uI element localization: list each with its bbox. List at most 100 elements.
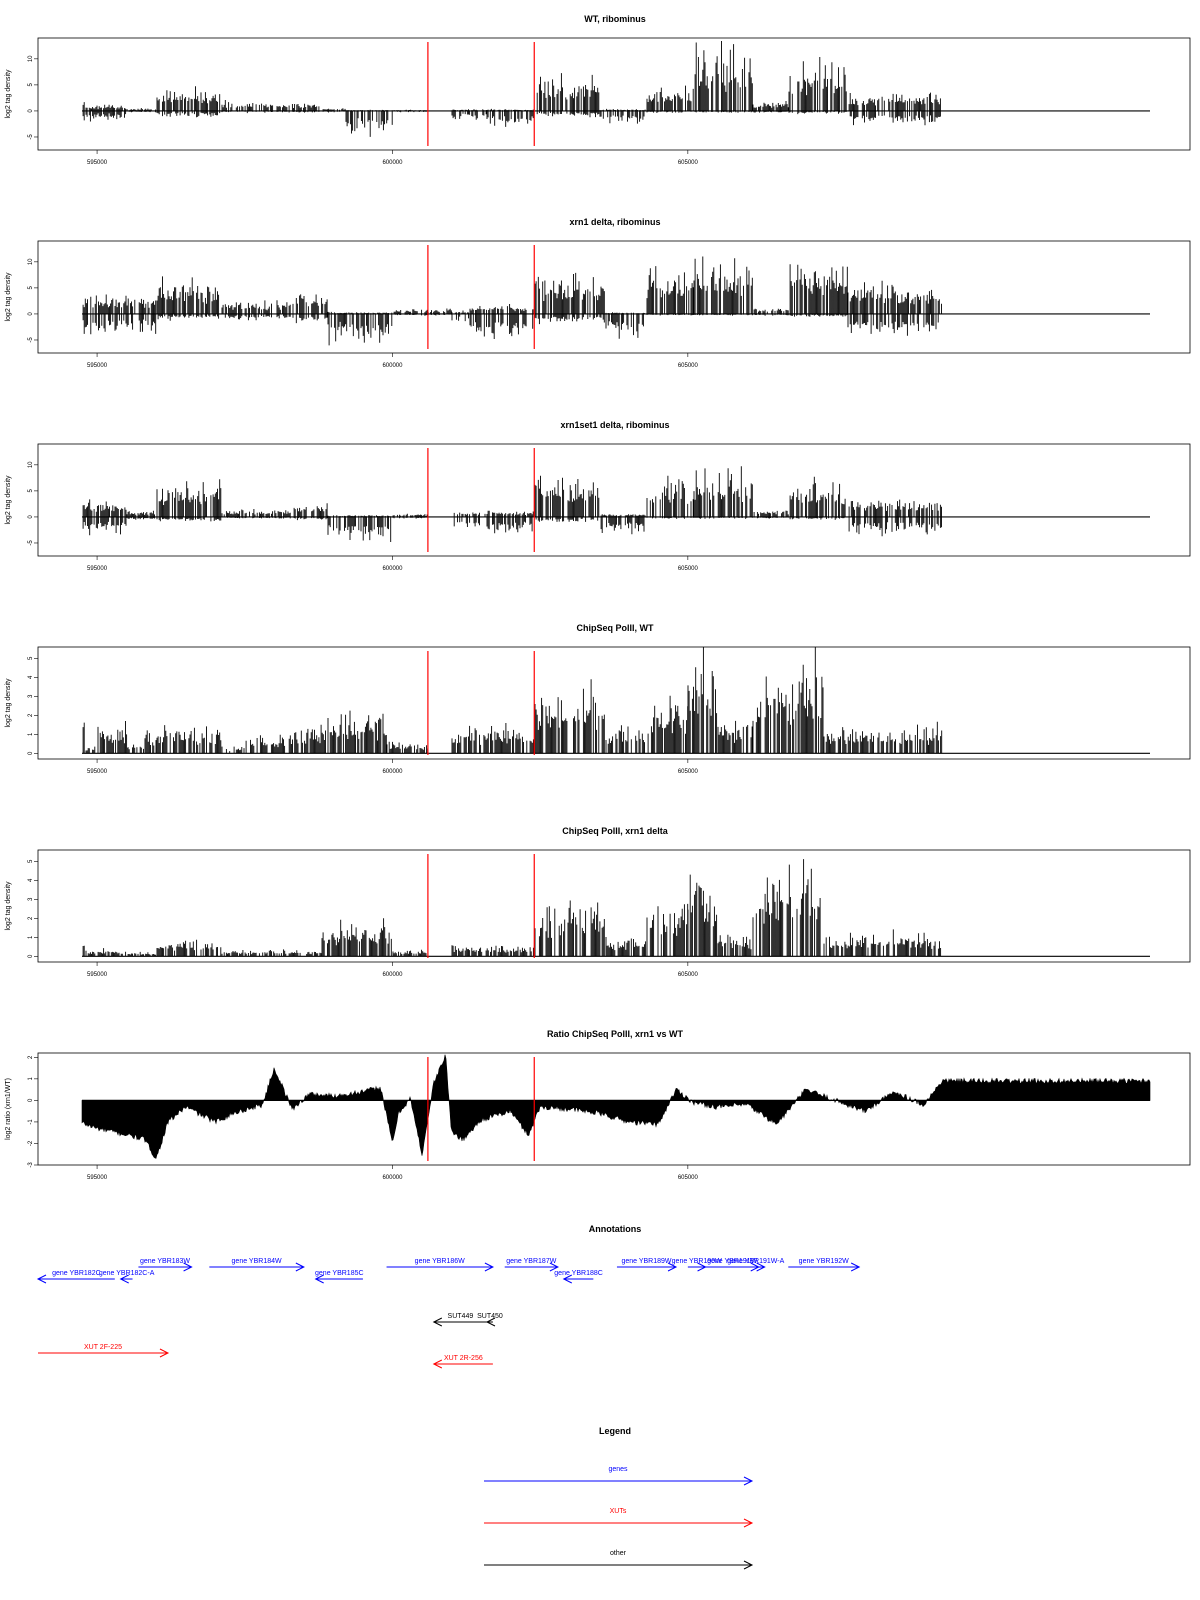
y-axis-label: log2 tag density xyxy=(5,475,12,525)
gene-arrow: gene YBR189W xyxy=(616,1258,678,1272)
y-tick-label: -5 xyxy=(28,540,34,546)
panel-title: xrn1 delta, ribominus xyxy=(569,217,660,227)
y-tick-label: 0 xyxy=(28,515,34,519)
panel-title: xrn1set1 delta, ribominus xyxy=(560,420,669,430)
arrow-head xyxy=(183,1262,193,1272)
series-signal xyxy=(82,859,1150,957)
gene-label: gene YBR185C xyxy=(315,1270,364,1277)
x-tick-label: 605000 xyxy=(678,363,699,369)
other-arrow: SUT449 xyxy=(432,1313,487,1327)
y-tick-label: -5 xyxy=(28,337,34,343)
panel-title: ChipSeq PolII, xrn1 delta xyxy=(562,826,669,836)
y-tick-label: 4 xyxy=(28,675,34,679)
x-tick-label: 595000 xyxy=(87,972,108,978)
legend-title: Legend xyxy=(599,1426,631,1436)
y-tick-label: 10 xyxy=(28,461,34,468)
gene-arrow: gene YBR192W xyxy=(788,1258,861,1272)
arrow-head xyxy=(743,1476,754,1486)
arrow-head xyxy=(743,1560,754,1570)
x-tick-label: 595000 xyxy=(87,160,108,166)
y-tick-label: 1 xyxy=(28,935,34,939)
y-axis-label: log2 tag density xyxy=(5,678,12,728)
x-tick-label: 600000 xyxy=(382,160,403,166)
y-tick-label: -3 xyxy=(28,1162,34,1168)
y-tick-label: 5 xyxy=(28,286,34,290)
plot-frame xyxy=(37,443,1191,557)
arrow-head xyxy=(314,1274,324,1284)
gene-label: gene YBR182C xyxy=(52,1270,101,1277)
arrow-head xyxy=(484,1262,495,1272)
x-tick-label: 600000 xyxy=(382,1175,403,1181)
gene-arrow: gene YBR185C xyxy=(314,1270,364,1284)
arrow-head xyxy=(295,1262,305,1272)
arrow-head xyxy=(756,1262,766,1272)
plot-frame xyxy=(37,37,1191,151)
legend: Legend genes XUTs other xyxy=(484,1426,754,1570)
plot-frame xyxy=(37,646,1191,760)
signal-bars xyxy=(82,466,942,542)
y-tick-label: 4 xyxy=(28,878,34,882)
y-axis: -5 0 5 10 log2 tag density xyxy=(5,461,38,546)
gene-label: gene YBR192W xyxy=(799,1258,849,1265)
y-tick-label: 1 xyxy=(28,1077,34,1081)
other-label: SUT450 xyxy=(477,1313,503,1320)
legend-item-label: genes xyxy=(608,1466,628,1473)
xut-arrow: XUT 2R-256 xyxy=(432,1355,493,1369)
y-tick-label: -5 xyxy=(28,134,34,140)
series-signal xyxy=(81,1054,1151,1159)
signal-bars xyxy=(82,256,942,346)
x-axis: 595000 600000 605000 xyxy=(87,759,699,775)
panel-title: Ratio ChipSeq PolII, xrn1 vs WT xyxy=(547,1029,684,1039)
y-tick-label: 3 xyxy=(28,694,34,698)
x-tick-label: 600000 xyxy=(382,769,403,775)
gene-label: gene YBR190W xyxy=(672,1258,722,1265)
y-axis-label: log2 tag density xyxy=(5,881,12,931)
legend-item: other xyxy=(484,1550,754,1570)
panel-2: xrn1 delta, ribominus -5 0 5 10 log2 tag dens… xyxy=(5,217,1191,369)
gene-label: gene YBR182C-A xyxy=(99,1270,155,1277)
legend-item: XUTs xyxy=(484,1508,754,1528)
panel-4: ChipSeq PolII, WT 0 1 2 3 4 5 log2 tag density 5… xyxy=(5,623,1191,775)
panel-3: xrn1set1 delta, ribominus -5 0 5 10 log2 tag … xyxy=(5,420,1191,572)
arrow-head xyxy=(432,1359,443,1369)
arrow-head xyxy=(743,1518,754,1528)
gene-arrow: gene YBR184W xyxy=(209,1258,305,1272)
y-tick-label: 0 xyxy=(28,954,34,958)
panel-1: WT, ribominus -5 0 5 10 log2 tag density 59500… xyxy=(5,14,1191,166)
y-axis-label: log2 ratio (xrn1/WT) xyxy=(5,1078,12,1140)
y-axis: -3 -2 -1 0 1 2 log2 ratio (xrn1/WT) xyxy=(5,1055,38,1168)
x-tick-label: 605000 xyxy=(678,1175,699,1181)
legend-item-label: other xyxy=(610,1550,627,1557)
legend-item-label: XUTs xyxy=(610,1508,627,1515)
gene-label: gene YBR183W xyxy=(140,1258,190,1265)
gene-label: gene YBR186W xyxy=(415,1258,465,1265)
y-tick-label: 10 xyxy=(28,258,34,265)
x-axis: 595000 600000 605000 xyxy=(87,353,699,369)
signal-bars xyxy=(82,41,941,137)
y-axis: 0 1 2 3 4 5 log2 tag density xyxy=(5,859,38,958)
x-tick-label: 600000 xyxy=(382,566,403,572)
xut-arrow: XUT 2F-225 xyxy=(38,1344,170,1358)
y-tick-label: 0 xyxy=(28,1098,34,1102)
x-tick-label: 595000 xyxy=(87,1175,108,1181)
plot-frame xyxy=(37,240,1191,354)
y-axis: -5 0 5 10 log2 tag density xyxy=(5,258,38,343)
y-tick-label: 5 xyxy=(28,656,34,660)
y-tick-label: 0 xyxy=(28,312,34,316)
x-tick-label: 600000 xyxy=(382,972,403,978)
y-tick-label: 2 xyxy=(28,916,34,920)
series-signal xyxy=(82,466,1150,542)
arrow-head xyxy=(159,1348,170,1358)
x-axis: 595000 600000 605000 xyxy=(87,1165,699,1181)
y-tick-label: 2 xyxy=(28,713,34,717)
gene-arrow: gene YBR183W xyxy=(138,1258,193,1272)
y-tick-label: 5 xyxy=(28,859,34,863)
arrow-head xyxy=(432,1317,443,1327)
plot-frame xyxy=(37,849,1191,963)
x-axis: 595000 600000 605000 xyxy=(87,556,699,572)
y-axis-label: log2 tag density xyxy=(5,69,12,119)
y-tick-label: 5 xyxy=(28,489,34,493)
series-signal xyxy=(82,647,1150,754)
x-tick-label: 595000 xyxy=(87,566,108,572)
